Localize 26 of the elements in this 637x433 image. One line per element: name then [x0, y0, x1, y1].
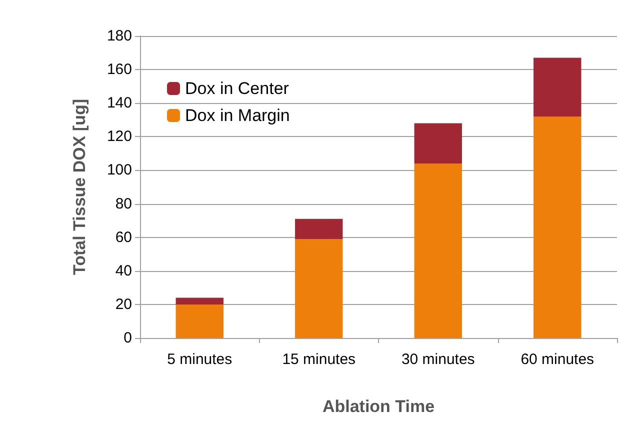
y-tick-label: 180 [106, 28, 132, 44]
legend-label: Dox in Margin [185, 106, 290, 125]
y-tick-label: 120 [106, 128, 132, 146]
x-tick-label: 15 minutes [282, 351, 356, 368]
bar [176, 298, 224, 304]
bar [414, 123, 462, 164]
x-tick-label: 30 minutes [401, 351, 475, 368]
y-tick-label: 140 [106, 94, 132, 112]
bar [414, 164, 462, 338]
bar [534, 116, 582, 338]
y-tick-label: 160 [106, 61, 132, 78]
bar [176, 304, 224, 338]
x-axis-title: Ablation Time [322, 397, 435, 416]
x-tick-label: 60 minutes [520, 351, 594, 368]
bar [295, 239, 343, 338]
bar [295, 218, 343, 240]
y-tick-label: 40 [115, 262, 132, 280]
y-axis-title: Total Tissue DOX [ug] [70, 99, 89, 275]
y-tick-label: 100 [106, 162, 132, 179]
y-tick-label: 20 [115, 296, 132, 313]
y-tick-label: 0 [124, 330, 132, 346]
y-tick-label: 80 [115, 195, 132, 212]
y-tick-label: 60 [115, 228, 132, 246]
x-tick-label: 5 minutes [167, 351, 232, 368]
bar [534, 58, 582, 117]
legend-label: Dox in Center [185, 79, 290, 98]
